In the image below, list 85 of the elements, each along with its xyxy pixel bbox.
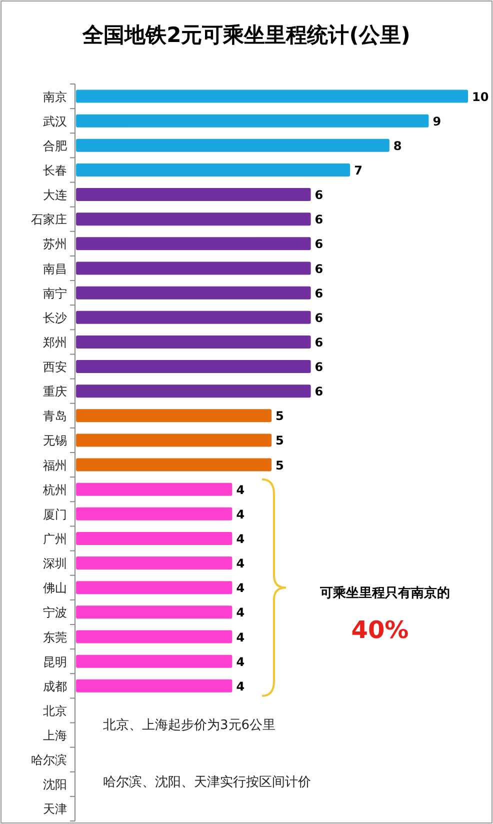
annotation: 北京、上海起步价为3元6公里 [103, 718, 276, 733]
data-label: 4 [236, 482, 245, 497]
bar [76, 163, 350, 176]
data-label: 6 [314, 212, 324, 227]
bar [76, 188, 311, 202]
data-label: 6 [314, 286, 324, 300]
bar [76, 679, 232, 692]
y-tick-label: 上海 [43, 728, 67, 743]
bar [76, 90, 468, 103]
y-tick-label: 北京 [43, 704, 67, 718]
data-label: 6 [314, 384, 324, 399]
data-label: 4 [236, 654, 245, 669]
data-label: 4 [236, 581, 245, 596]
data-label: 6 [314, 237, 324, 252]
y-tick-label: 昆明 [43, 654, 67, 669]
y-tick-label: 东莞 [43, 630, 67, 644]
y-tick-label: 沈阳 [43, 778, 67, 792]
y-tick-label: 南京 [43, 90, 67, 104]
y-tick-label: 厦门 [43, 507, 67, 522]
bar [76, 482, 232, 496]
bar [76, 138, 390, 152]
bar [76, 458, 272, 472]
y-tick-label: 郑州 [43, 335, 67, 350]
bar [76, 310, 311, 324]
bar [76, 286, 311, 300]
y-tick-label: 长沙 [43, 310, 67, 325]
bar [76, 630, 232, 644]
data-label: 10 [472, 90, 489, 104]
y-tick-label: 石家庄 [31, 212, 67, 227]
y-tick-label: 无锡 [43, 434, 67, 448]
bar [76, 532, 232, 545]
bar [76, 237, 311, 250]
y-tick-label: 福州 [43, 458, 67, 472]
y-tick-label: 哈尔滨 [31, 753, 67, 768]
y-tick-label: 西安 [43, 360, 67, 374]
y-tick-label: 合肥 [43, 138, 67, 153]
y-tick-label: 杭州 [42, 482, 67, 497]
data-label: 5 [276, 434, 284, 448]
bar [76, 335, 311, 348]
annotation: 哈尔滨、沈阳、天津实行按区间计价 [103, 774, 311, 790]
y-tick-label: 深圳 [43, 556, 67, 571]
data-label: 8 [393, 138, 402, 153]
y-tick-label: 成都 [43, 679, 67, 694]
data-label: 6 [314, 310, 324, 325]
data-label: 7 [354, 163, 362, 178]
y-tick-label: 青岛 [43, 409, 67, 424]
y-tick-label: 南宁 [43, 286, 67, 300]
data-label: 6 [314, 188, 324, 202]
y-tick-label: 南昌 [43, 262, 67, 276]
bar [76, 434, 272, 447]
bar [76, 556, 232, 570]
bar [76, 212, 311, 226]
data-label: 9 [432, 114, 442, 128]
y-tick-label: 长春 [43, 163, 67, 178]
bar [76, 409, 272, 422]
bar [76, 114, 429, 128]
bar [76, 654, 232, 668]
data-label: 4 [236, 556, 245, 571]
bar [76, 262, 311, 275]
annotation: 可乘坐里程只有南京的 [319, 585, 450, 601]
data-label: 5 [276, 458, 284, 472]
data-label: 4 [236, 606, 245, 620]
data-label: 6 [314, 360, 324, 374]
y-tick-label: 天津 [43, 802, 67, 816]
chart-title: 全国地铁2元可乘坐里程统计(公里) [82, 23, 410, 47]
data-label: 4 [236, 532, 245, 546]
y-tick-label: 武汉 [43, 114, 67, 128]
y-tick-label: 大连 [43, 188, 67, 202]
data-label: 4 [236, 507, 245, 522]
annotation: 40% [351, 616, 409, 644]
bar [76, 606, 232, 619]
data-label: 4 [236, 630, 245, 644]
bar [76, 360, 311, 374]
bar [76, 384, 311, 398]
data-label: 5 [276, 409, 284, 424]
y-tick-label: 佛山 [43, 581, 67, 596]
bar [76, 507, 232, 520]
y-tick-label: 苏州 [43, 237, 67, 252]
y-tick-label: 宁波 [43, 606, 67, 620]
data-label: 6 [314, 262, 324, 276]
y-tick-label: 重庆 [43, 384, 67, 399]
data-label: 6 [314, 335, 324, 350]
y-tick-label: 广州 [43, 532, 67, 546]
bar [76, 581, 232, 594]
data-label: 4 [236, 679, 245, 694]
